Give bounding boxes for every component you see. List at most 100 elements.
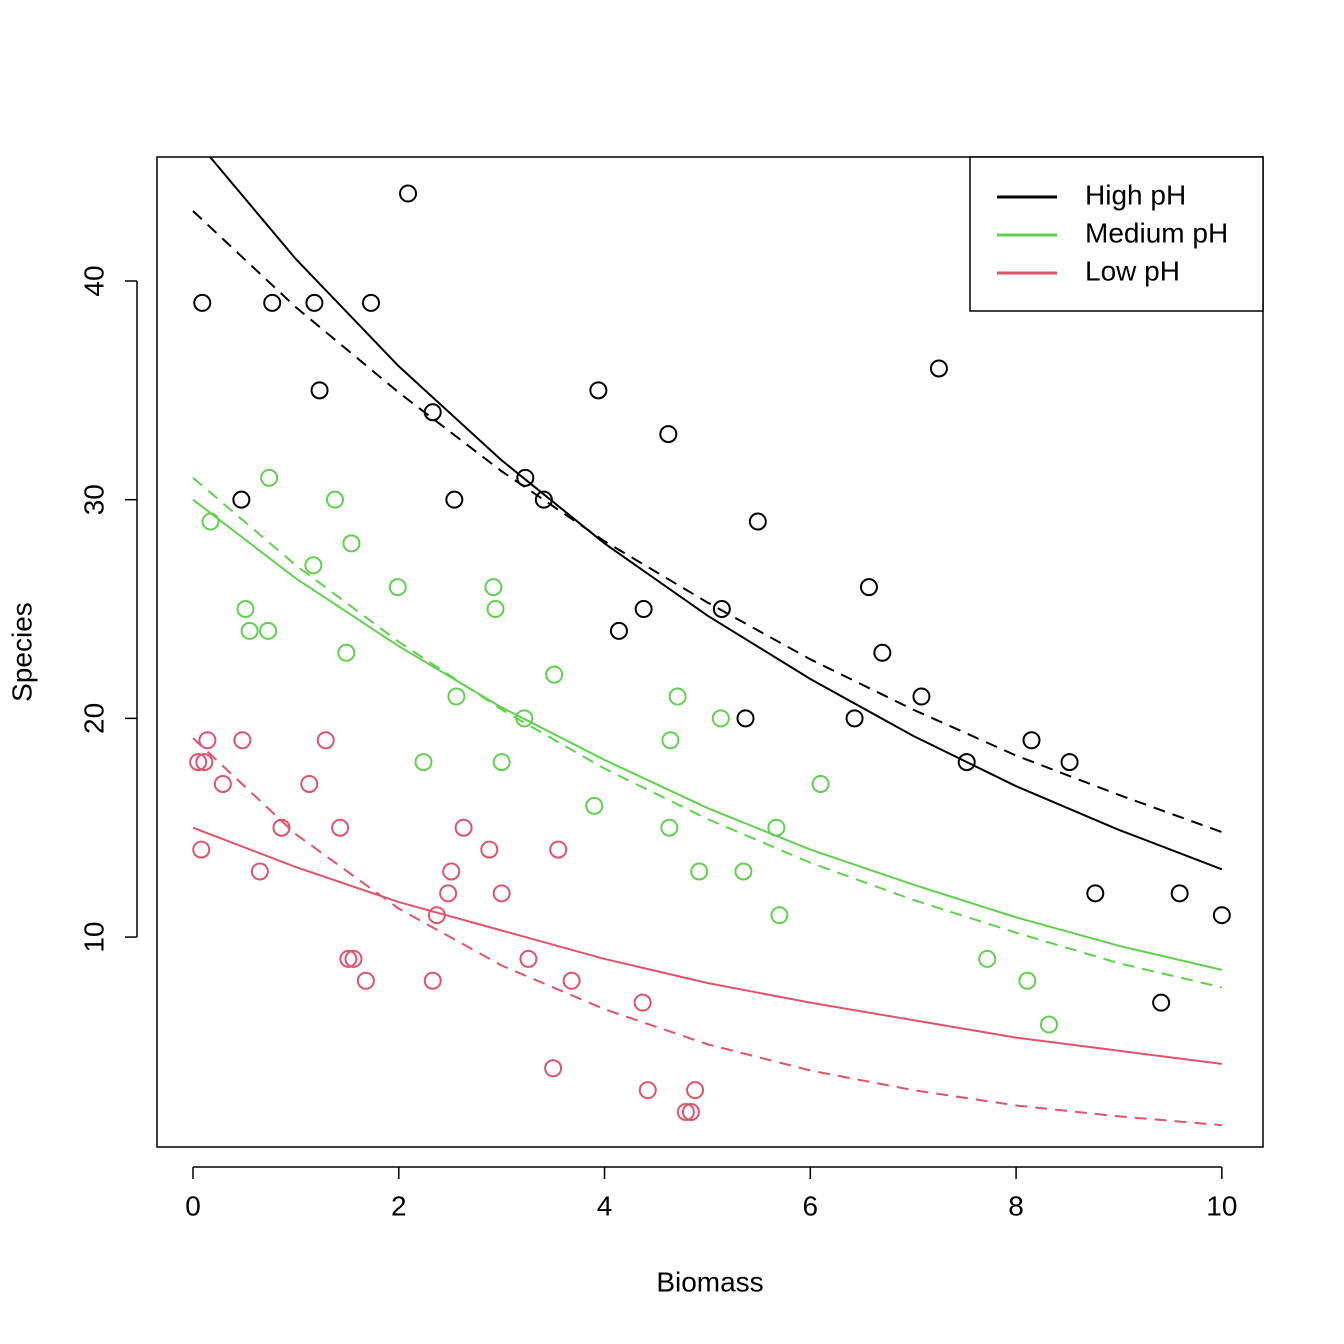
data-point <box>344 949 363 968</box>
data-point <box>681 1103 700 1122</box>
data-point <box>193 293 212 312</box>
data-point <box>305 293 324 312</box>
data-point <box>325 490 344 509</box>
data-point <box>978 949 997 968</box>
fit-curve <box>192 826 1222 1065</box>
fit-curve <box>192 737 1222 1127</box>
data-point <box>342 534 361 553</box>
data-point <box>1040 1015 1059 1034</box>
data-point <box>1018 971 1037 990</box>
data-point <box>770 906 789 925</box>
data-point <box>711 709 730 728</box>
x-tick-label: 0 <box>185 1190 201 1221</box>
data-point <box>192 840 211 859</box>
data-point <box>634 600 653 619</box>
data-point <box>519 949 538 968</box>
fit-curve <box>192 210 1223 834</box>
data-point <box>534 490 553 509</box>
x-tick-label: 2 <box>391 1190 407 1221</box>
plot-area <box>189 157 1231 1127</box>
data-point <box>873 643 892 662</box>
y-tick-label: 10 <box>78 921 109 952</box>
data-point <box>690 862 709 881</box>
data-point <box>486 600 505 619</box>
data-point <box>263 293 282 312</box>
data-point <box>609 621 628 640</box>
x-tick-label: 10 <box>1206 1190 1237 1221</box>
data-point <box>447 687 466 706</box>
y-tick-label: 20 <box>78 703 109 734</box>
data-point <box>767 818 786 837</box>
data-point <box>454 818 473 837</box>
data-point <box>811 774 830 793</box>
legend-label: Medium pH <box>1085 217 1228 248</box>
x-tick-label: 8 <box>1008 1190 1024 1221</box>
data-point <box>515 709 534 728</box>
data-point <box>356 971 375 990</box>
data-point <box>562 971 581 990</box>
data-point <box>236 600 255 619</box>
data-point <box>339 949 358 968</box>
fit-curve <box>192 498 1223 971</box>
y-axis-label: Species <box>6 602 37 702</box>
data-point <box>1212 906 1231 925</box>
data-point <box>734 862 753 881</box>
data-point <box>492 884 511 903</box>
data-point <box>337 643 356 662</box>
data-point <box>1086 884 1105 903</box>
data-point <box>661 731 680 750</box>
data-point <box>201 512 220 531</box>
data-point <box>676 1103 695 1122</box>
data-point <box>198 731 217 750</box>
data-point <box>484 578 503 597</box>
data-point <box>399 184 418 203</box>
data-point <box>1022 731 1041 750</box>
y-tick-label: 40 <box>78 265 109 296</box>
data-point <box>189 753 208 772</box>
data-point <box>668 687 687 706</box>
plot-frame <box>156 156 1264 1148</box>
data-point <box>260 468 279 487</box>
data-point <box>331 818 350 837</box>
legend-label: Low pH <box>1085 255 1180 286</box>
data-point <box>480 840 499 859</box>
data-point <box>310 381 329 400</box>
data-point <box>845 709 864 728</box>
data-point <box>659 425 678 444</box>
data-point <box>240 621 259 640</box>
y-tick-label: 30 <box>78 484 109 515</box>
data-point <box>712 600 731 619</box>
x-tick-label: 6 <box>803 1190 819 1221</box>
data-point <box>388 578 407 597</box>
data-point <box>300 774 319 793</box>
data-point <box>272 818 291 837</box>
data-point <box>423 403 442 422</box>
data-point <box>638 1081 657 1100</box>
data-point <box>442 862 461 881</box>
data-point <box>233 731 252 750</box>
data-point <box>633 993 652 1012</box>
data-point <box>589 381 608 400</box>
data-point <box>545 665 564 684</box>
data-point <box>859 578 878 597</box>
data-point <box>213 774 232 793</box>
data-point <box>660 818 679 837</box>
data-point <box>250 862 269 881</box>
data-point <box>316 731 335 750</box>
data-point <box>304 556 323 575</box>
data-point <box>492 753 511 772</box>
data-point <box>929 359 948 378</box>
data-point <box>686 1081 705 1100</box>
data-point <box>423 971 442 990</box>
x-axis-label: Biomass <box>656 1266 763 1297</box>
data-point <box>912 687 931 706</box>
data-point <box>1152 993 1171 1012</box>
data-point <box>439 884 458 903</box>
legend-label: High pH <box>1085 179 1186 210</box>
data-point <box>549 840 568 859</box>
data-point <box>585 796 604 815</box>
data-point <box>259 621 278 640</box>
data-point <box>414 753 433 772</box>
data-point <box>1060 753 1079 772</box>
